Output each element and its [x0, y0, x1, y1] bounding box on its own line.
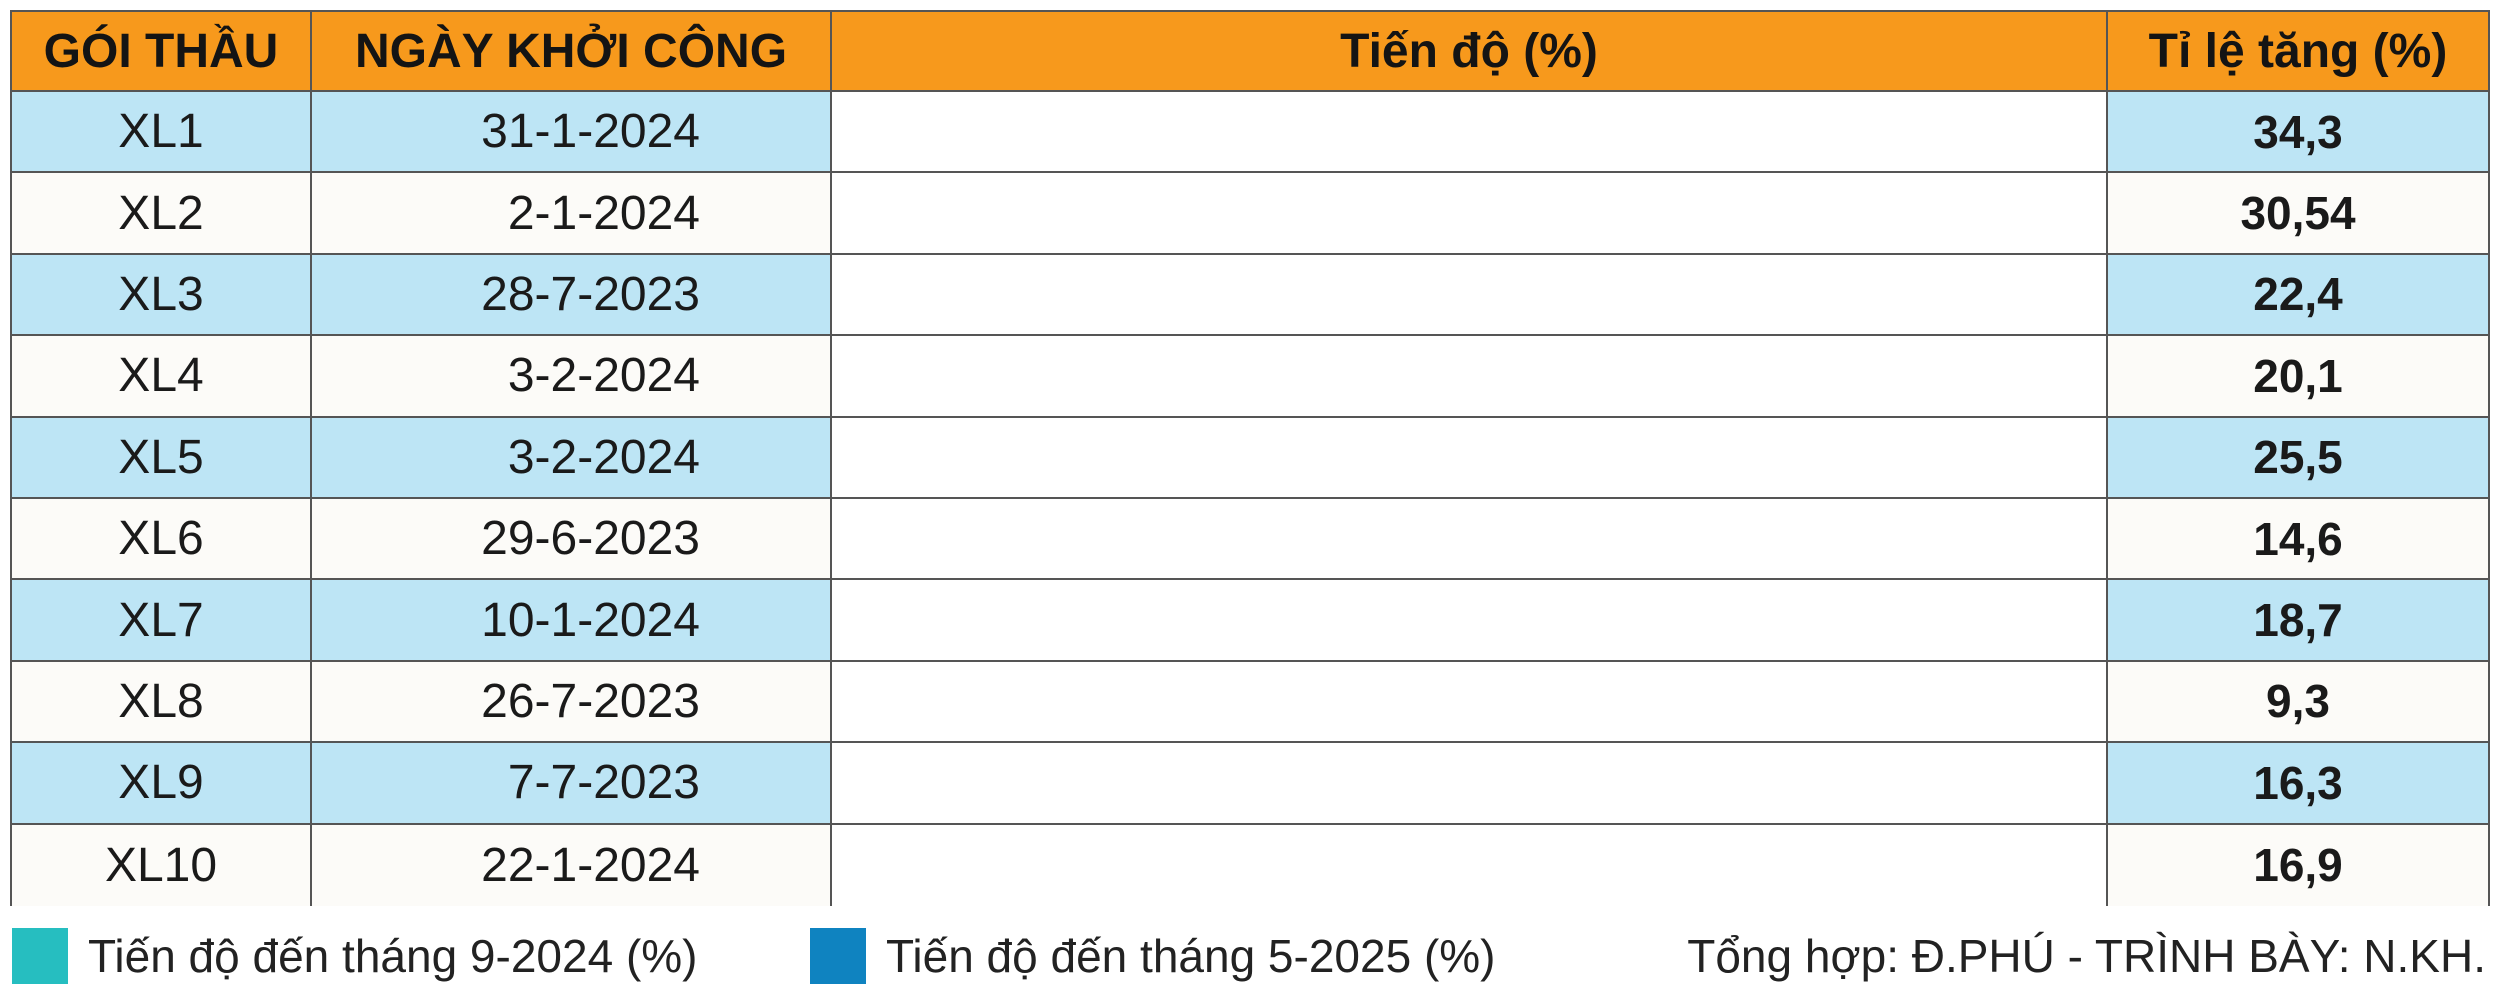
header-increase: Tỉ lệ tăng (%) — [2108, 12, 2488, 92]
increase-cell: 30,54 — [2108, 173, 2488, 255]
increase-cell: 18,7 — [2108, 580, 2488, 662]
start-date-cell: 26-7-2023 — [312, 661, 832, 744]
increase-cell: 16,9 — [2108, 824, 2488, 906]
start-date-cell: 28-7-2023 — [312, 254, 832, 337]
header-start-date: NGÀY KHỞI CÔNG — [312, 12, 832, 92]
increase-cell: 34,3 — [2108, 92, 2488, 174]
package-cell: XL10 — [12, 824, 312, 906]
chart-row-bg — [832, 824, 2108, 906]
legend-label-2025: Tiến độ đến tháng 5-2025 (%) — [886, 930, 1496, 982]
legend-swatch-2025 — [810, 928, 866, 984]
package-cell: XL5 — [12, 417, 312, 499]
chart-row-bg — [832, 336, 2108, 418]
chart-row-bg — [832, 173, 2108, 255]
start-date-cell: 29-6-2023 — [312, 499, 832, 581]
header-progress: Tiến độ (%) — [832, 12, 2108, 92]
progress-table: GÓI THẦU NGÀY KHỞI CÔNG Tiến độ (%) Tỉ l… — [10, 10, 2490, 906]
package-cell: XL3 — [12, 254, 312, 337]
start-date-cell: 3-2-2024 — [312, 417, 832, 499]
increase-cell: 9,3 — [2108, 661, 2488, 744]
start-date-cell: 7-7-2023 — [312, 743, 832, 825]
chart-row-bg — [832, 580, 2108, 662]
start-date-cell: 10-1-2024 — [312, 580, 832, 662]
package-cell: XL9 — [12, 743, 312, 825]
package-cell: XL2 — [12, 173, 312, 255]
chart-row-bg — [832, 92, 2108, 174]
chart-row-bg — [832, 499, 2108, 581]
increase-cell: 20,1 — [2108, 336, 2488, 418]
package-cell: XL6 — [12, 499, 312, 581]
legend-label-2024: Tiến độ đến tháng 9-2024 (%) — [88, 930, 698, 982]
package-cell: XL7 — [12, 580, 312, 662]
start-date-cell: 3-2-2024 — [312, 336, 832, 418]
header-package: GÓI THẦU — [12, 12, 312, 92]
start-date-cell: 22-1-2024 — [312, 824, 832, 906]
package-cell: XL4 — [12, 336, 312, 418]
increase-cell: 22,4 — [2108, 254, 2488, 337]
start-date-cell: 2-1-2024 — [312, 173, 832, 255]
chart-row-bg — [832, 743, 2108, 825]
package-cell: XL8 — [12, 661, 312, 744]
legend: Tiến độ đến tháng 9-2024 (%) Tiến độ đến… — [10, 920, 2490, 990]
chart-row-bg — [832, 661, 2108, 744]
chart-row-bg — [832, 254, 2108, 337]
increase-cell: 25,5 — [2108, 417, 2488, 499]
chart-row-bg — [832, 417, 2108, 499]
increase-cell: 14,6 — [2108, 499, 2488, 581]
legend-swatch-2024 — [12, 928, 68, 984]
start-date-cell: 31-1-2024 — [312, 92, 832, 174]
package-cell: XL1 — [12, 92, 312, 174]
source-credit: Tổng hợp: Đ.PHÚ - TRÌNH BÀY: N.KH. — [1687, 930, 2486, 982]
increase-cell: 16,3 — [2108, 743, 2488, 825]
